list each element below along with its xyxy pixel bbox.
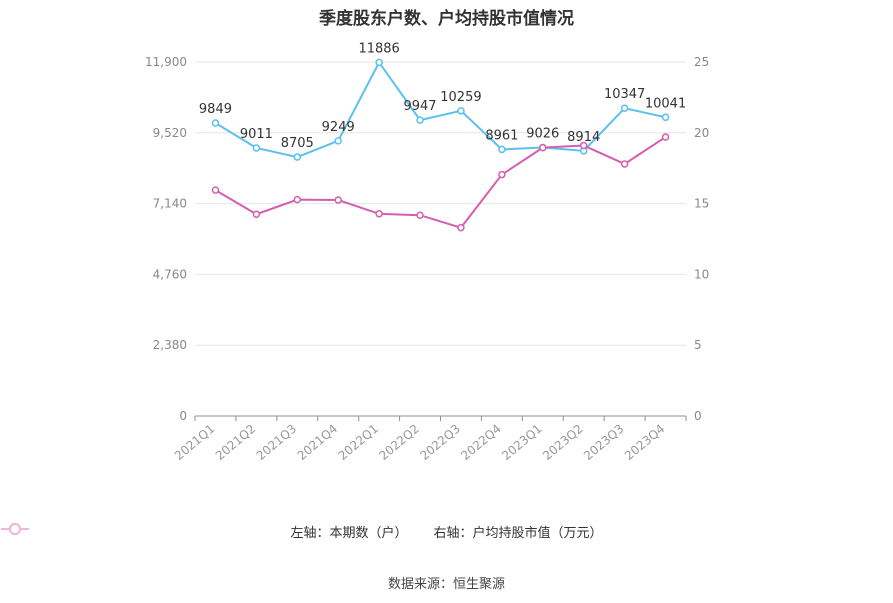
legend-marker-right — [1, 523, 29, 535]
data-point-right — [416, 211, 424, 219]
left-axis-tick-label: 0 — [179, 409, 187, 423]
data-point-right — [661, 133, 670, 141]
data-point-right — [539, 143, 547, 152]
data-point-right — [334, 196, 342, 204]
x-axis-tick-label: 2022Q4 — [458, 422, 503, 463]
data-point-left — [211, 119, 220, 127]
data-point-left — [498, 145, 506, 154]
left-axis-tick-label: 11,900 — [145, 55, 187, 69]
right-axis-tick-label: 10 — [694, 267, 709, 281]
left-axis-tick-label: 9,520 — [153, 126, 187, 140]
x-axis-tick-label: 2021Q1 — [172, 422, 217, 463]
x-axis-tick-label: 2023Q1 — [499, 422, 544, 463]
left-axis-tick-label: 7,140 — [153, 197, 187, 211]
data-point-right — [579, 141, 588, 150]
x-axis-tick-label: 2023Q3 — [581, 422, 626, 463]
right-axis-tick-label: 25 — [694, 55, 709, 69]
data-point-left — [661, 113, 670, 122]
data-point-right — [457, 223, 465, 232]
data-label: 8961 — [485, 128, 518, 143]
data-label: 11886 — [358, 41, 399, 56]
data-label: 9249 — [322, 120, 355, 135]
data-point-left — [252, 144, 261, 152]
legend-item-left[interactable]: 左轴：本期数（户） — [1, 522, 408, 541]
data-label: 10347 — [604, 87, 645, 102]
x-axis-tick-label: 2022Q3 — [417, 422, 462, 463]
right-axis-tick-label: 20 — [694, 126, 709, 140]
right-axis-tick-label: 0 — [694, 409, 702, 423]
data-source: 数据来源：恒生聚源 — [387, 577, 505, 592]
x-axis-tick-label: 2021Q3 — [254, 422, 299, 463]
x-axis-tick-label: 2022Q1 — [336, 422, 381, 463]
chart-title: 季度股东户数、户均持股市值情况 — [319, 9, 574, 29]
x-axis-tick-label: 2022Q2 — [376, 422, 421, 463]
left-axis-tick-label: 2,380 — [153, 338, 187, 352]
legend: 左轴：本期数（户） 右轴：户均持股市值（万元） — [0, 522, 893, 541]
data-point-left — [334, 137, 342, 145]
x-axis-tick-label: 2023Q2 — [540, 422, 585, 463]
legend-label-left: 左轴：本期数（户） — [290, 526, 408, 541]
x-axis-tick-label: 2023Q4 — [622, 422, 667, 463]
x-axis-tick-label: 2021Q2 — [213, 422, 258, 463]
data-point-right — [375, 210, 383, 218]
data-label: 9947 — [403, 99, 436, 114]
right-axis-tick-label: 5 — [694, 338, 702, 352]
data-point-right — [620, 160, 629, 168]
data-label: 10041 — [645, 96, 686, 111]
data-label: 9026 — [526, 126, 559, 141]
data-point-left — [457, 107, 465, 115]
data-point-left — [293, 153, 302, 161]
data-label: 9849 — [199, 102, 232, 117]
data-label: 10259 — [440, 90, 481, 105]
data-label: 8705 — [281, 136, 314, 151]
x-axis-tick-label: 2021Q4 — [295, 422, 340, 463]
data-point-left — [375, 58, 383, 67]
data-point-right — [211, 186, 220, 194]
legend-label-right: 右轴：户均持股市值（万元） — [433, 526, 603, 541]
data-point-left — [416, 116, 424, 124]
data-label: 8914 — [567, 130, 600, 145]
data-point-right — [293, 195, 302, 204]
left-axis-tick-label: 4,760 — [153, 267, 187, 281]
line-chart: 0 0 2,380 5 4,760 10 7,140 15 9,520 20 11,900 25 202… — [145, 41, 709, 463]
data-point-right — [498, 170, 506, 179]
data-point-right — [252, 210, 261, 218]
series-line-left — [214, 60, 666, 159]
right-axis-tick-label: 15 — [694, 197, 709, 211]
data-label: 9011 — [240, 127, 273, 142]
data-point-left — [620, 104, 629, 112]
legend-item-right[interactable]: 右轴：户均持股市值（万元） — [1, 522, 603, 541]
series-line-right — [214, 136, 667, 229]
